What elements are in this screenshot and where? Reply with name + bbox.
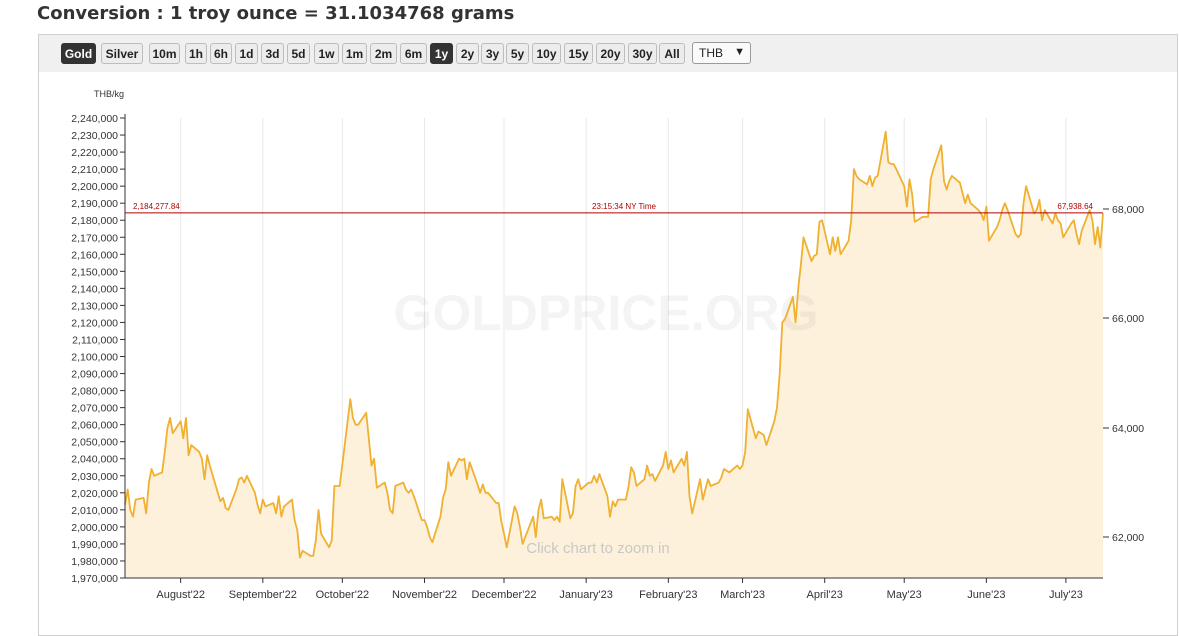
range-button-1y[interactable]: 1y xyxy=(430,43,453,64)
y-tick-label: 2,040,000 xyxy=(71,454,118,466)
watermark-text: GOLDPRICE.ORG xyxy=(393,285,818,341)
y-tick-label: 2,150,000 xyxy=(71,266,118,278)
current-time-label: 23:15:34 NY Time xyxy=(592,202,656,211)
y-tick-label: 2,230,000 xyxy=(71,130,118,142)
y-tick-label: 2,000,000 xyxy=(71,522,118,534)
x-tick-label: June'23 xyxy=(967,589,1005,601)
y-tick-label: 2,050,000 xyxy=(71,437,118,449)
x-tick-label: July'23 xyxy=(1049,589,1083,601)
zoom-hint-text: Click chart to zoom in xyxy=(526,540,669,557)
right-tick-label: 66,000 xyxy=(1112,313,1144,325)
range-button-5d[interactable]: 5d xyxy=(287,43,310,64)
current-price-right-label: 67,938.64 xyxy=(1057,202,1093,211)
range-button-1h[interactable]: 1h xyxy=(185,43,207,64)
y-tick-label: 2,010,000 xyxy=(71,505,118,517)
y-tick-label: 2,030,000 xyxy=(71,471,118,483)
range-button-10y[interactable]: 10y xyxy=(532,43,561,64)
y-tick-label: 1,980,000 xyxy=(71,556,118,568)
y-tick-label: 2,120,000 xyxy=(71,317,118,329)
range-button-2m[interactable]: 2m xyxy=(370,43,397,64)
currency-select[interactable]: THB ▼ xyxy=(692,42,751,64)
chevron-down-icon: ▼ xyxy=(734,46,745,58)
range-button-30y[interactable]: 30y xyxy=(628,43,657,64)
y-tick-label: 2,210,000 xyxy=(71,164,118,176)
range-button-6h[interactable]: 6h xyxy=(210,43,232,64)
x-tick-label: December'22 xyxy=(471,589,536,601)
price-series-line xyxy=(124,130,1104,559)
y-tick-label: 2,080,000 xyxy=(71,386,118,398)
range-button-10m[interactable]: 10m xyxy=(149,43,180,64)
price-area-fill xyxy=(125,131,1103,578)
metal-button-gold[interactable]: Gold xyxy=(61,43,96,64)
right-tick-label: 68,000 xyxy=(1112,204,1144,216)
right-tick-label: 62,000 xyxy=(1112,532,1144,544)
range-button-1d[interactable]: 1d xyxy=(235,43,258,64)
page-title: Conversion : 1 troy ounce = 31.1034768 g… xyxy=(37,3,515,24)
range-button-15y[interactable]: 15y xyxy=(564,43,593,64)
x-tick-label: November'22 xyxy=(392,589,457,601)
y-tick-label: 2,190,000 xyxy=(71,198,118,210)
range-button-3d[interactable]: 3d xyxy=(261,43,284,64)
y-tick-label: 2,060,000 xyxy=(71,420,118,432)
y-tick-label: 2,200,000 xyxy=(71,181,118,193)
range-button-2y[interactable]: 2y xyxy=(456,43,479,64)
y-tick-label: 2,160,000 xyxy=(71,249,118,261)
chart-toolbar: Gold Silver 10m 1h 6h 1d 3d 5d 1w 1m 2m 6m 1y 2y 3y 5y 1… xyxy=(39,35,1177,72)
y-tick-label: 1,990,000 xyxy=(71,539,118,551)
y-tick-label: 2,110,000 xyxy=(72,334,118,346)
y-tick-label: 2,100,000 xyxy=(71,352,118,364)
y-tick-label: 2,240,000 xyxy=(71,113,118,125)
metal-button-silver[interactable]: Silver xyxy=(101,43,143,64)
y-tick-label: 1,970,000 xyxy=(71,573,118,585)
x-tick-label: October'22 xyxy=(316,589,369,601)
y-tick-label: 2,180,000 xyxy=(71,215,118,227)
y-tick-label: 2,020,000 xyxy=(71,488,118,500)
y-tick-label: 2,130,000 xyxy=(71,300,118,312)
y-tick-label: 2,170,000 xyxy=(71,232,118,244)
x-tick-label: February'23 xyxy=(639,589,697,601)
range-button-1w[interactable]: 1w xyxy=(314,43,339,64)
current-price-left-label: 2,184,277.84 xyxy=(133,202,180,211)
x-tick-label: September'22 xyxy=(229,589,297,601)
gold-price-chart[interactable]: THB/kg GOLDPRICE.ORG Click chart to zoom i… xyxy=(0,0,1179,623)
range-button-all[interactable]: All xyxy=(659,43,685,64)
range-button-3y[interactable]: 3y xyxy=(481,43,504,64)
x-tick-label: May'23 xyxy=(887,589,922,601)
y-tick-label: 2,140,000 xyxy=(71,283,118,295)
y-unit-label: THB/kg xyxy=(94,89,124,99)
x-tick-label: August'22 xyxy=(156,589,205,601)
x-tick-label: April'23 xyxy=(807,589,843,601)
range-button-6m[interactable]: 6m xyxy=(400,43,427,64)
y-tick-label: 2,220,000 xyxy=(71,147,118,159)
y-tick-label: 2,090,000 xyxy=(71,369,118,381)
range-button-1m[interactable]: 1m xyxy=(342,43,367,64)
x-tick-label: January'23 xyxy=(559,589,612,601)
y-tick-label: 2,070,000 xyxy=(71,403,118,415)
right-tick-label: 64,000 xyxy=(1112,423,1144,435)
currency-select-value: THB xyxy=(699,46,723,60)
range-button-5y[interactable]: 5y xyxy=(506,43,529,64)
range-button-20y[interactable]: 20y xyxy=(596,43,625,64)
x-tick-label: March'23 xyxy=(720,589,765,601)
